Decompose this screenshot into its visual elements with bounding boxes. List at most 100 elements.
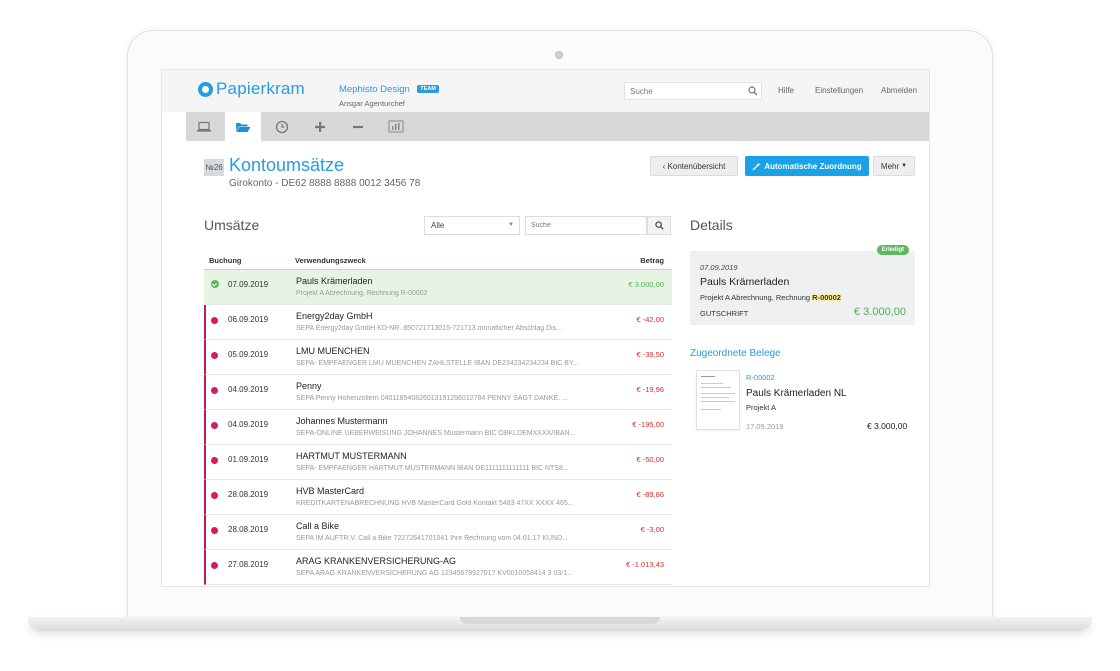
row-date: 07.09.2019 [228, 280, 269, 289]
document-thumbnail[interactable] [696, 370, 740, 430]
row-title: HVB MasterCard [296, 486, 365, 496]
row-title: Pauls Krämerladen [296, 276, 373, 286]
main-toolbar [186, 112, 929, 141]
column-purpose[interactable]: Verwendungszweck [295, 256, 366, 265]
row-date: 04.09.2019 [228, 385, 269, 394]
row-purpose: SEPA-ONLINE UEBERWEISUNG JOHANNES Muster… [296, 430, 576, 437]
tool-time[interactable] [264, 112, 300, 141]
table-row[interactable]: 27.08.2019 ARAG KRANKENVERSICHERUNG-AG S… [204, 550, 672, 585]
tool-reports[interactable] [378, 112, 414, 141]
column-amount[interactable]: Betrag [640, 256, 664, 265]
row-purpose: SEPA Energy2day GmbH KD-NR. 850721713015… [296, 325, 563, 332]
document-name: Pauls Krämerladen NL [746, 388, 847, 399]
status-dot-icon [211, 562, 218, 569]
status-dot-icon [211, 352, 218, 359]
caret-down-icon: ▼ [901, 163, 908, 169]
detail-type: GUTSCHRIFT [700, 309, 749, 318]
row-date: 28.08.2019 [228, 525, 269, 534]
tool-income[interactable] [302, 112, 338, 141]
row-purpose: SEPA Penny Hohenzollern 0401185408260131… [296, 395, 568, 402]
status-dot-icon [211, 422, 218, 429]
laptop-base [28, 617, 1092, 631]
document-amount: € 3.000,00 [867, 421, 908, 431]
table-row[interactable]: 04.09.2019 Penny SEPA Penny Hohenzollern… [204, 375, 672, 410]
team-badge: TEAM [417, 85, 439, 93]
transaction-details-card: Erledigt 07.09.2019 Pauls Krämerladen Pr… [690, 245, 915, 325]
row-purpose: KREDITKARTENABRECHNUNG HVB MasterCard Go… [296, 500, 574, 507]
row-amount: € -195,00 [632, 420, 664, 429]
account-overview-button[interactable]: ‹ Kontenübersicht [650, 156, 738, 176]
settings-link[interactable]: Einstellungen [815, 86, 864, 95]
transaction-search-input[interactable] [525, 216, 647, 235]
detail-name: Pauls Krämerladen [700, 276, 790, 288]
table-row[interactable]: 05.09.2019 LMU MUENCHEN SEPA- EMPFAENGER… [204, 340, 672, 375]
tool-expenses[interactable] [340, 112, 376, 141]
help-link[interactable]: Hilfe [778, 86, 795, 95]
detail-purpose: Projekt A Abrechnung, Rechnung R-00002 [700, 293, 841, 302]
table-row[interactable]: 01.09.2019 HARTMUT MUSTERMANN SEPA- EMPF… [204, 445, 672, 480]
logo-icon [198, 81, 213, 97]
page-title: Kontoumsätze [229, 155, 345, 175]
table-row[interactable]: 28.08.2019 HVB MasterCard KREDITKARTENAB… [204, 480, 672, 515]
laptop-base-notch [460, 617, 660, 624]
transaction-filter-select[interactable]: Alle ▼ [424, 216, 520, 235]
laptop-icon [197, 121, 211, 132]
status-dot-icon [211, 317, 218, 324]
row-amount: € -39,50 [636, 350, 664, 359]
transactions-title: Umsätze [204, 217, 260, 233]
user-name: Ansgar Agenturchef [339, 99, 405, 108]
minus-icon [353, 125, 363, 128]
row-amount: € -89,86 [636, 490, 664, 499]
tool-documents[interactable] [225, 112, 261, 141]
status-badge: Erledigt [876, 245, 909, 255]
status-dot-icon [211, 387, 218, 394]
logout-link[interactable]: Abmelden [881, 86, 918, 95]
status-dot-icon [211, 457, 218, 464]
status-dot-icon [211, 492, 218, 499]
row-date: 27.08.2019 [228, 560, 269, 569]
check-circle-icon [211, 280, 219, 288]
document-number-link[interactable]: R-00002 [746, 373, 775, 382]
row-date: 01.09.2019 [228, 455, 269, 464]
auto-assign-button[interactable]: Automatische Zuordnung [745, 156, 869, 176]
row-title: Penny [296, 381, 322, 391]
company-name: Mephisto Design [339, 84, 410, 95]
logo[interactable]: Papierkram [198, 79, 305, 99]
row-purpose: SEPA ARAG KRANKENVERSICHERUNG AG 1234567… [296, 570, 573, 577]
table-row[interactable]: 28.08.2019 Call a Bike SEPA IM AUFTR.V. … [204, 515, 672, 550]
detail-date: 07.09.2019 [700, 263, 738, 272]
table-row[interactable]: 07.09.2019 Pauls Krämerladen Projekt A A… [204, 270, 672, 305]
column-booking[interactable]: Buchung [209, 256, 242, 265]
company-switcher[interactable]: Mephisto Design TEAM Ansgar Agenturchef [339, 79, 439, 108]
transactions-list: 07.09.2019 Pauls Krämerladen Projekt A A… [204, 270, 672, 585]
row-date: 28.08.2019 [228, 490, 269, 499]
detail-amount: € 3.000,00 [854, 306, 906, 318]
row-amount: € -50,00 [636, 455, 664, 464]
more-dropdown-button[interactable]: Mehr ▼ [873, 156, 915, 176]
table-row[interactable]: 06.09.2019 Energy2day GmbH SEPA Energy2d… [204, 305, 672, 340]
row-amount: € 3.000,00 [628, 280, 664, 289]
folder-open-icon [236, 122, 251, 132]
row-amount: € -1.013,43 [626, 560, 664, 569]
transactions-table-header: Buchung Verwendungszweck Betrag [204, 252, 672, 270]
transaction-search-button[interactable] [647, 216, 671, 235]
detail-purpose-text: Projekt A Abrechnung, Rechnung [700, 293, 813, 302]
row-date: 06.09.2019 [228, 315, 269, 324]
app-header: Papierkram Mephisto Design TEAM Ansgar A… [162, 70, 929, 112]
tool-dashboard[interactable] [186, 112, 222, 141]
assigned-documents-title: Zugeordnete Belege [690, 348, 781, 359]
details-title: Details [690, 217, 733, 233]
detail-invoice-ref[interactable]: R-00002 [812, 293, 841, 302]
row-amount: € -3,00 [640, 525, 664, 534]
app-screen: Papierkram Mephisto Design TEAM Ansgar A… [161, 69, 930, 587]
row-title: Johannes Mustermann [296, 416, 388, 426]
global-search-input[interactable] [624, 82, 762, 100]
account-iban: Girokonto - DE62 8888 8888 0012 3456 78 [229, 178, 421, 189]
search-icon[interactable] [748, 86, 758, 96]
table-row[interactable]: 04.09.2019 Johannes Mustermann SEPA-ONLI… [204, 410, 672, 445]
row-title: LMU MUENCHEN [296, 346, 370, 356]
plus-icon [315, 121, 325, 132]
row-date: 04.09.2019 [228, 420, 269, 429]
row-title: Call a Bike [296, 521, 340, 531]
search-icon [654, 221, 664, 230]
